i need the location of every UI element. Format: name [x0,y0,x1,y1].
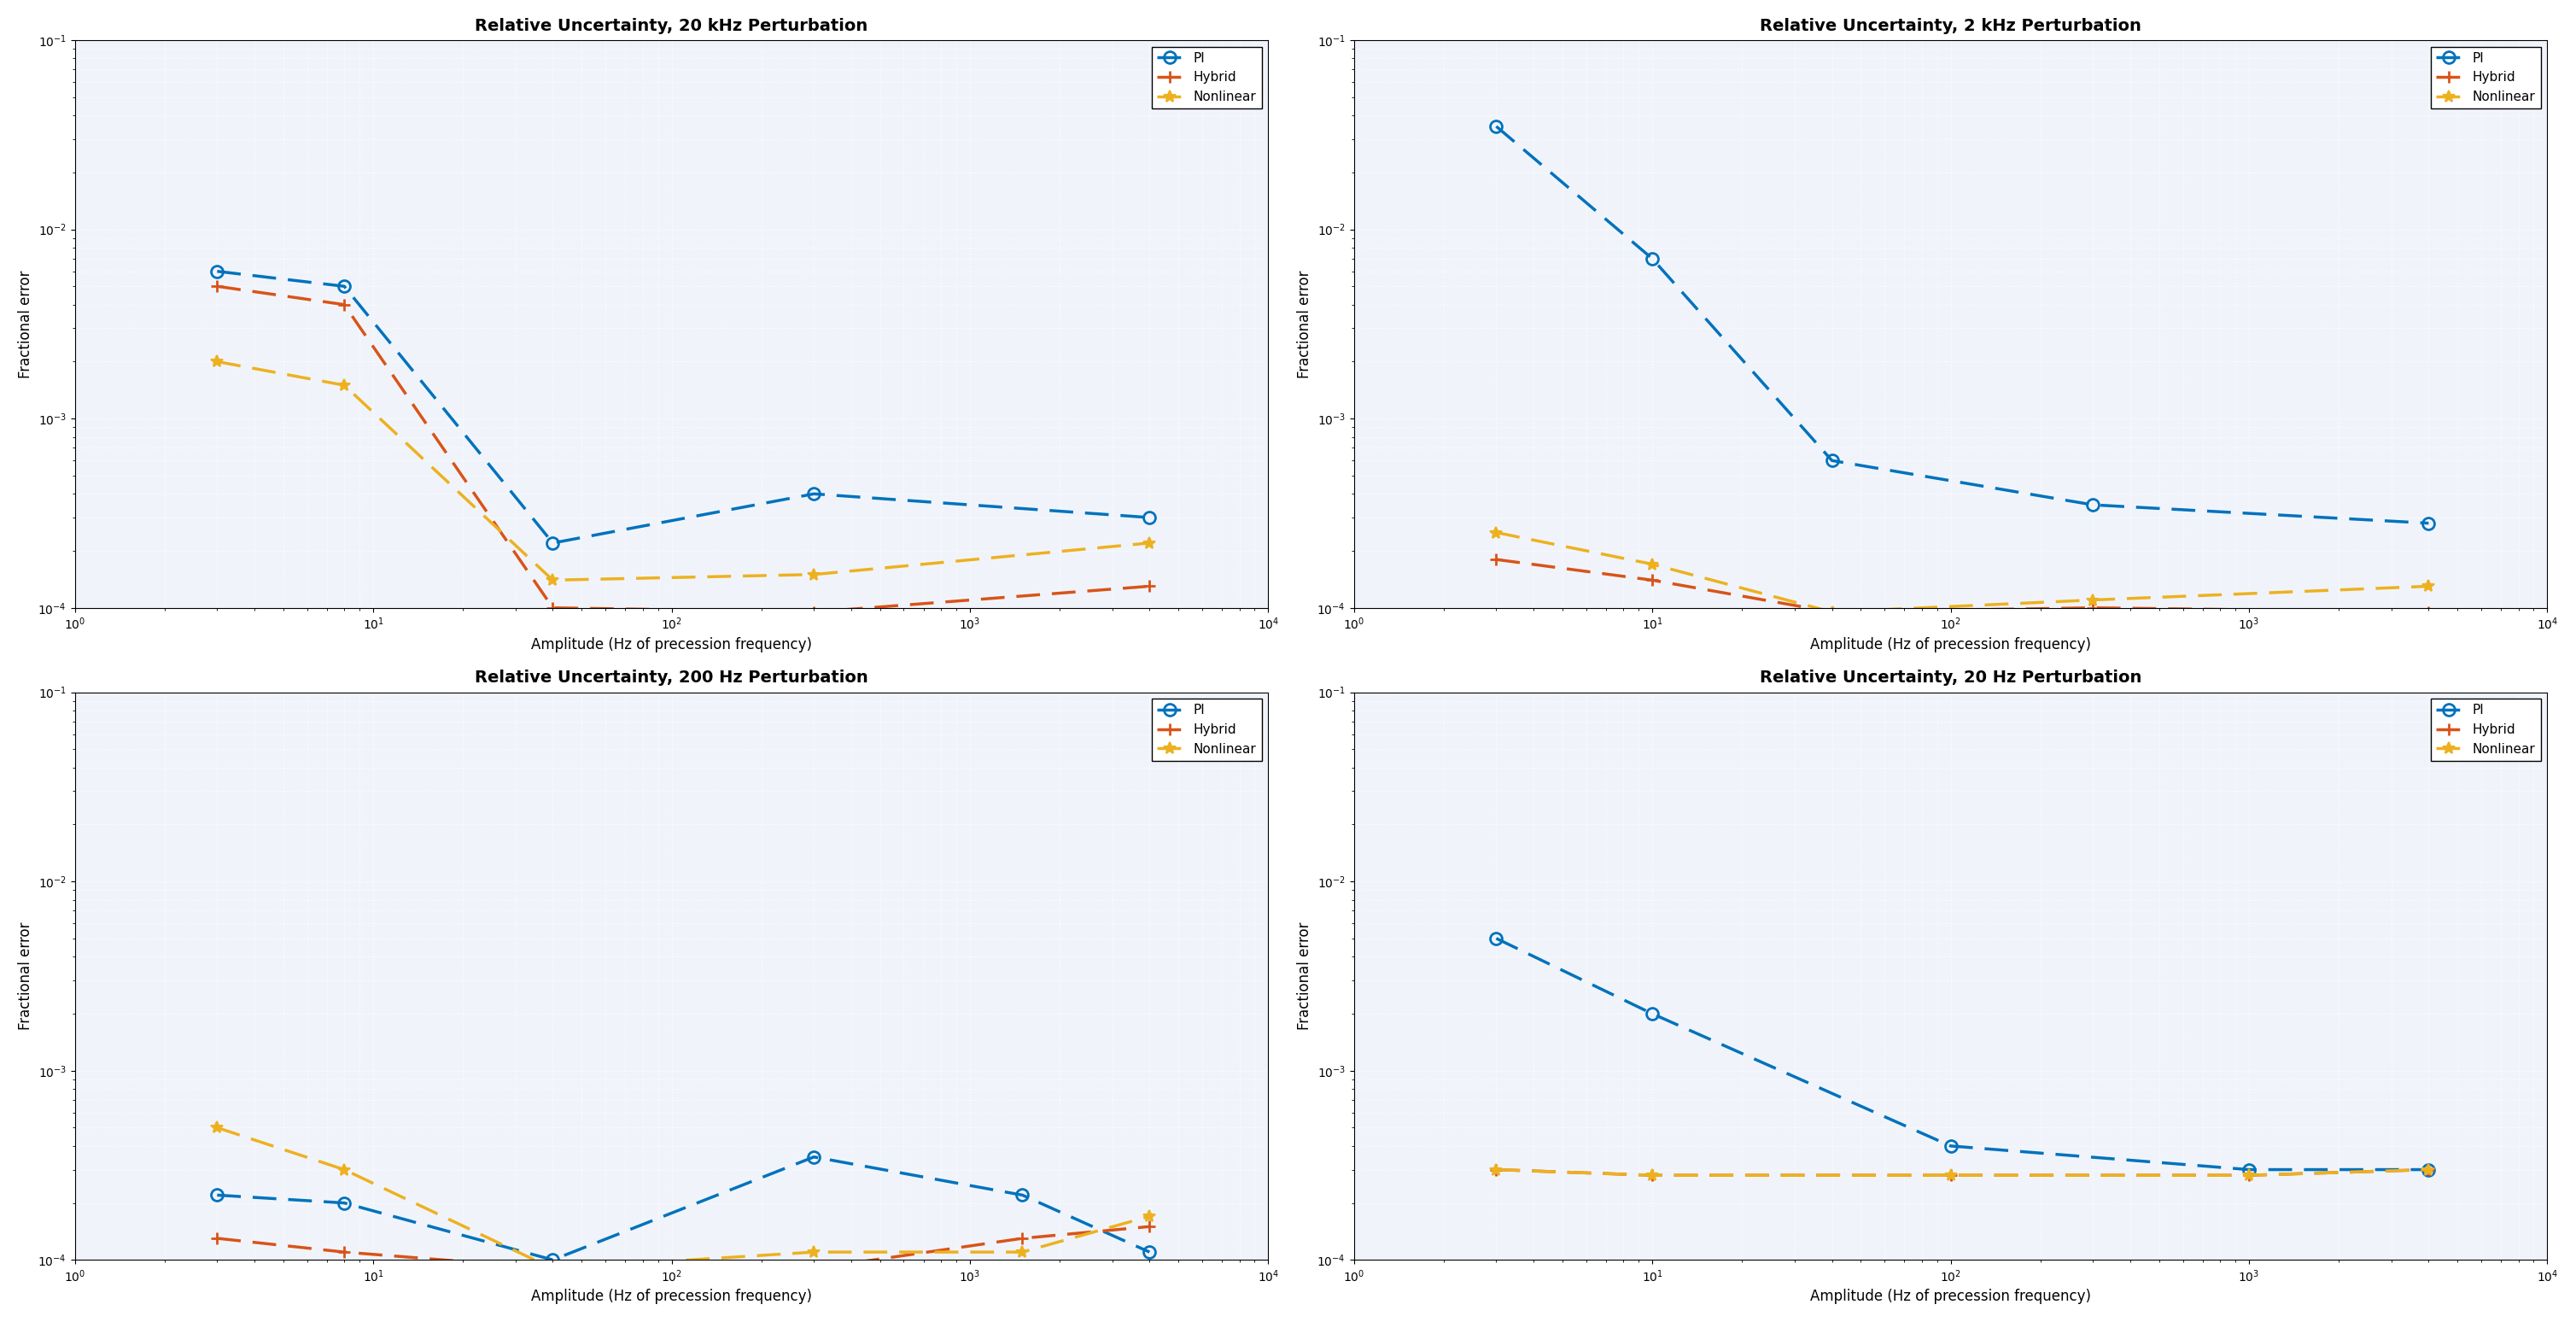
PI [799,486,829,502]
PI [201,1187,232,1203]
PI [1481,931,1512,947]
Line: Hybrid: Hybrid [1492,1163,2434,1182]
PI [538,1252,569,1268]
Hybrid [799,604,829,620]
Y-axis label: Fractional error: Fractional error [1296,270,1311,378]
Hybrid [1481,1162,1512,1178]
PI [330,1195,361,1211]
Nonlinear [1133,1208,1164,1224]
Hybrid [2414,1162,2445,1178]
X-axis label: Amplitude (Hz of precession frequency): Amplitude (Hz of precession frequency) [1811,637,2092,652]
Nonlinear [1636,1167,1667,1183]
Nonlinear [1481,1162,1512,1178]
X-axis label: Amplitude (Hz of precession frequency): Amplitude (Hz of precession frequency) [531,1289,811,1305]
PI [201,263,232,279]
Line: PI: PI [1492,120,2434,529]
Nonlinear [1133,535,1164,551]
X-axis label: Amplitude (Hz of precession frequency): Amplitude (Hz of precession frequency) [531,637,811,652]
Y-axis label: Fractional error: Fractional error [1296,921,1311,1030]
PI [2414,516,2445,531]
Hybrid [1481,551,1512,567]
Nonlinear [1481,525,1512,541]
PI [799,1149,829,1165]
Hybrid [2079,600,2110,616]
Hybrid [2233,1167,2264,1183]
PI [2079,497,2110,513]
Line: Nonlinear: Nonlinear [211,356,1157,586]
Hybrid [1636,1167,1667,1183]
Line: PI: PI [211,266,1157,549]
PI [538,535,569,551]
Hybrid [538,1261,569,1277]
Hybrid [330,296,361,312]
PI [1133,1244,1164,1260]
PI [1481,119,1512,135]
Nonlinear [799,567,829,583]
Y-axis label: Fractional error: Fractional error [18,270,33,378]
Nonlinear [2414,578,2445,594]
Nonlinear [2233,1167,2264,1183]
Nonlinear [1816,604,1847,620]
Line: Hybrid: Hybrid [211,280,1157,617]
PI [330,279,361,295]
PI [2233,1162,2264,1178]
Nonlinear [799,1244,829,1260]
Hybrid [1636,572,1667,588]
X-axis label: Amplitude (Hz of precession frequency): Amplitude (Hz of precession frequency) [1811,1289,2092,1305]
Legend: PI, Hybrid, Nonlinear: PI, Hybrid, Nonlinear [1151,46,1262,108]
PI [1007,1187,1038,1203]
Title: Relative Uncertainty, 20 Hz Perturbation: Relative Uncertainty, 20 Hz Perturbation [1759,670,2141,686]
Line: Nonlinear: Nonlinear [1492,526,2434,617]
Line: Hybrid: Hybrid [1492,554,2434,617]
Hybrid [1133,578,1164,594]
Nonlinear [201,1120,232,1136]
Nonlinear [1636,557,1667,572]
Title: Relative Uncertainty, 200 Hz Perturbation: Relative Uncertainty, 200 Hz Perturbatio… [474,670,868,686]
Hybrid [1935,1167,1965,1183]
Hybrid [330,1244,361,1260]
Legend: PI, Hybrid, Nonlinear: PI, Hybrid, Nonlinear [2432,46,2540,108]
Hybrid [201,1231,232,1247]
Hybrid [2414,604,2445,620]
Line: Nonlinear: Nonlinear [211,1121,1157,1274]
Nonlinear [330,377,361,393]
Hybrid [1007,1231,1038,1247]
PI [1935,1138,1965,1154]
PI [2414,1162,2445,1178]
Nonlinear [1935,1167,1965,1183]
Hybrid [1133,1219,1164,1235]
Nonlinear [538,1261,569,1277]
Hybrid [799,1261,829,1277]
Nonlinear [330,1162,361,1178]
Title: Relative Uncertainty, 20 kHz Perturbation: Relative Uncertainty, 20 kHz Perturbatio… [474,17,868,34]
Nonlinear [538,572,569,588]
Legend: PI, Hybrid, Nonlinear: PI, Hybrid, Nonlinear [1151,699,1262,760]
PI [1816,452,1847,468]
Y-axis label: Fractional error: Fractional error [18,921,33,1030]
Nonlinear [2414,1162,2445,1178]
Nonlinear [1007,1244,1038,1260]
Title: Relative Uncertainty, 2 kHz Perturbation: Relative Uncertainty, 2 kHz Perturbation [1759,17,2141,34]
Hybrid [1816,604,1847,620]
PI [1133,509,1164,525]
Legend: PI, Hybrid, Nonlinear: PI, Hybrid, Nonlinear [2432,699,2540,760]
PI [1636,251,1667,267]
PI [1636,1006,1667,1022]
Hybrid [538,600,569,616]
Line: Hybrid: Hybrid [211,1220,1157,1274]
Nonlinear [2079,592,2110,608]
Hybrid [201,279,232,295]
Line: PI: PI [1492,932,2434,1175]
Line: PI: PI [211,1151,1157,1266]
Nonlinear [201,354,232,370]
Line: Nonlinear: Nonlinear [1492,1163,2434,1182]
